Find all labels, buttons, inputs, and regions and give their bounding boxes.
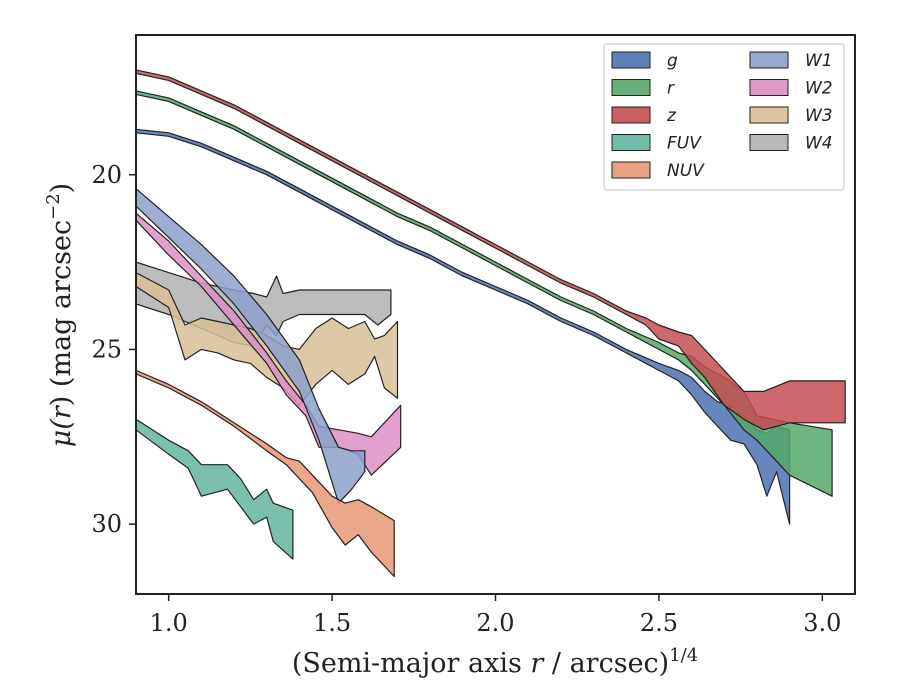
legend: grz FUV NUV W1 W2 W3 W4 [603,43,845,191]
legend-swatch-W2 [749,79,789,96]
legend-label-z: z [666,106,677,126]
legend-swatch-W4 [749,134,789,151]
x-tick-label: 3.0 [803,609,841,637]
series-layer [136,69,846,578]
y-axis-label: μ(r) (mag arcsec−2) [43,183,77,447]
x-tick-label: 1.0 [150,609,188,637]
band-W2 [136,212,402,476]
legend-swatch-W3 [749,106,789,124]
band-W1 [136,188,366,504]
x-axis-label: (Semi-major axis r / arcsec)1/4 [292,645,698,679]
legend-swatch-g [611,51,651,69]
legend-label-r: r [667,79,675,99]
y-tick-label: 20 [91,161,122,189]
x-axis: 1.0 1.5 2.0 2.5 3.0 [150,594,841,637]
x-tick-label: 2.0 [476,609,514,637]
legend-swatch-z [611,106,651,124]
legend-label-FUV: FUV [667,134,702,154]
x-tick-label: 1.5 [313,609,351,637]
band-NUV [136,369,395,578]
legend-swatch-FUV [611,134,651,151]
band-r [136,90,833,497]
band-g [136,128,791,525]
legend-swatch-W1 [749,51,789,69]
legend-label-W2: W2 [805,79,833,99]
legend-swatch-NUV [611,161,651,179]
legend-label-W4: W4 [805,134,833,154]
y-axis: 20 25 30 [91,161,136,538]
x-tick-label: 2.5 [640,609,678,637]
legend-label-NUV: NUV [667,161,705,181]
y-tick-label: 30 [91,510,122,538]
y-tick-label: 25 [91,335,122,363]
legend-label-g: g [667,51,678,71]
legend-swatch-r [611,79,651,96]
legend-label-W1: W1 [805,51,833,71]
legend-label-W3: W3 [805,106,833,126]
band-FUV [136,418,294,560]
band-z [136,69,846,431]
